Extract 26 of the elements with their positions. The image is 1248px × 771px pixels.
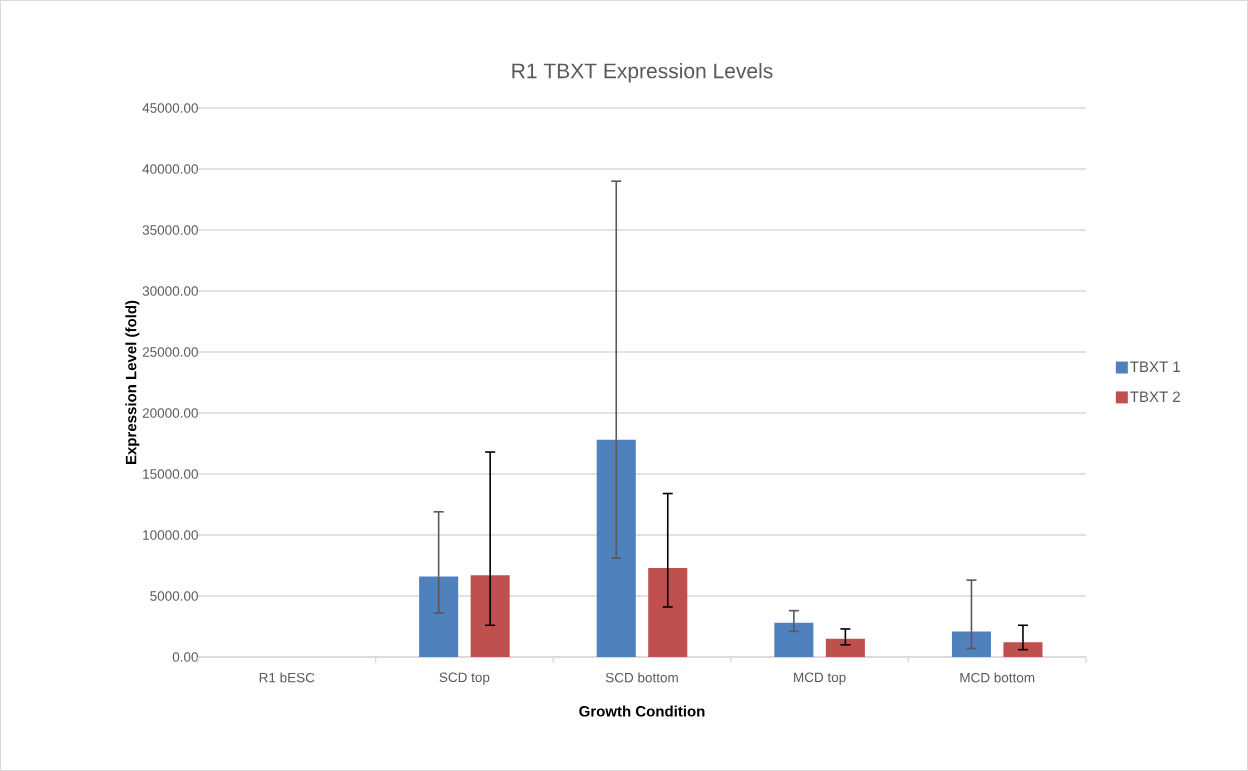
y-tick-label: 40000.00 xyxy=(142,164,198,174)
y-tick-label: 30000.00 xyxy=(142,286,198,296)
x-tick-label: R1 bESC xyxy=(259,672,315,683)
chart-title: R1 TBXT Expression Levels xyxy=(512,62,773,83)
y-tick-label: 5000.00 xyxy=(150,591,198,601)
bar xyxy=(648,567,688,657)
x-tick-label: MCD bottom xyxy=(960,672,1035,683)
x-tick-label: MCD top xyxy=(794,672,846,685)
legend-label: TBXT 1 xyxy=(1130,361,1180,372)
x-tick-label: SCD bottom xyxy=(605,672,678,683)
bar xyxy=(825,638,865,657)
bar xyxy=(951,631,991,657)
bar xyxy=(419,576,459,657)
bar xyxy=(774,622,814,657)
y-tick-label: 20000.00 xyxy=(142,408,198,418)
y-tick-label: 35000.00 xyxy=(142,225,198,235)
x-tick-label: SCD top xyxy=(439,672,490,685)
y-axis-title: Expression Level (fold) xyxy=(125,300,140,465)
y-tick-label: 25000.00 xyxy=(142,347,198,357)
y-tick-label: 45000.00 xyxy=(142,103,198,113)
y-tick-label: 15000.00 xyxy=(143,469,198,479)
y-tick-label: 0.00 xyxy=(172,652,198,662)
x-axis-title: Growth Condition xyxy=(579,705,705,717)
y-tick-label: 10000.00 xyxy=(143,530,198,540)
legend-label: TBXT 2 xyxy=(1130,391,1180,402)
bar xyxy=(1003,642,1043,657)
